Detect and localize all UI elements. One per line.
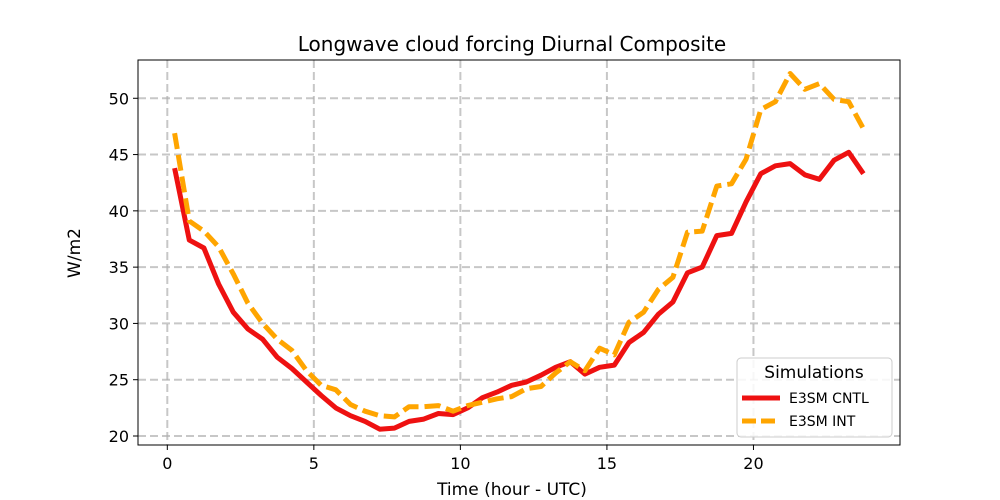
y-tick-label: 50 [109, 89, 129, 108]
x-tick-label: 20 [743, 454, 763, 473]
y-tick-label: 35 [109, 258, 129, 277]
chart-title: Longwave cloud forcing Diurnal Composite [298, 32, 726, 56]
series-line-e3sm-int [172, 71, 866, 420]
x-axis-label: Time (hour - UTC) [436, 480, 587, 500]
series-line-e3sm-cntl [172, 149, 866, 432]
y-axis-label: W/m2 [65, 228, 85, 278]
y-tick-label: 25 [109, 371, 129, 390]
y-tick-label: 45 [109, 146, 129, 165]
tick-layer: 0 5 10 15 20 20 25 30 35 40 45 50 [109, 89, 764, 473]
x-tick-label: 0 [162, 454, 172, 473]
series-layer [172, 71, 866, 432]
y-tick-label: 40 [109, 202, 129, 221]
legend: Simulations E3SM CNTL E3SM INT [736, 357, 893, 438]
y-tick-label: 20 [109, 427, 129, 446]
legend-title: Simulations [764, 363, 864, 383]
legend-label-e3sm-int: E3SM INT [789, 414, 856, 430]
x-tick-label: 15 [597, 454, 617, 473]
legend-box [736, 357, 893, 438]
grid-layer [138, 60, 900, 445]
x-tick-label: 5 [309, 454, 319, 473]
y-tick-label: 30 [109, 314, 129, 333]
x-tick-label: 10 [450, 454, 470, 473]
plot-frame [137, 59, 901, 446]
legend-label-e3sm-cntl: E3SM CNTL [789, 391, 869, 407]
